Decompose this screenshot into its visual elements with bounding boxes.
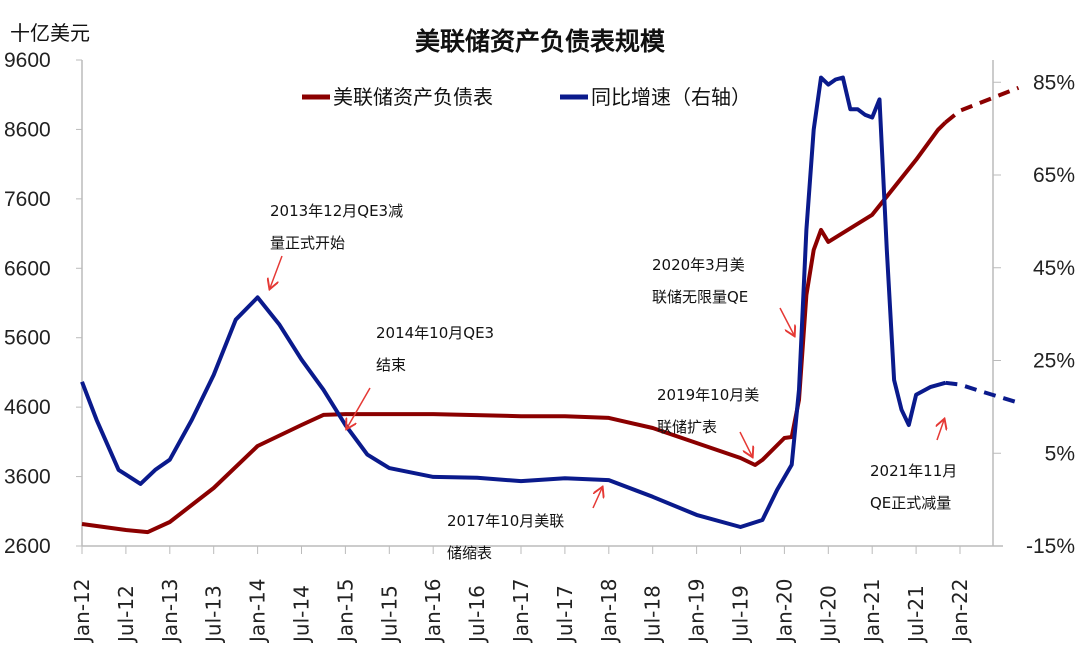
right-tick-label: -15% xyxy=(1026,535,1075,558)
x-tick-label: Jul-13 xyxy=(202,585,226,644)
x-tick-label: Jul-12 xyxy=(114,585,138,644)
annotation-text: 结束 xyxy=(376,356,406,374)
x-tick-label: Jan-20 xyxy=(772,579,796,645)
x-tick-label: Jul-21 xyxy=(904,585,928,644)
annotation-arrow xyxy=(937,420,944,441)
annotation-text: QE正式减量 xyxy=(870,494,951,512)
right-tick-label: 65% xyxy=(1033,164,1075,187)
x-tick-label: Jan-15 xyxy=(333,579,357,645)
right-tick-label: 85% xyxy=(1033,71,1075,94)
annotation-arrow xyxy=(347,387,371,428)
x-tick-label: Jul-15 xyxy=(377,585,401,644)
legend: 美联储资产负债表 同比增速（右轴） xyxy=(302,85,751,109)
legend-label-balance: 美联储资产负债表 xyxy=(333,85,493,109)
x-tick-label: Jan-17 xyxy=(509,579,533,645)
right-tick-label: 45% xyxy=(1033,257,1075,280)
annotation-arrow xyxy=(739,431,752,456)
x-tick-label: Jul-20 xyxy=(816,585,840,644)
annotation-text: 量正式开始 xyxy=(270,234,345,252)
annotation-text: 储缩表 xyxy=(447,544,492,562)
annotation-text: 2020年3月美 xyxy=(652,256,745,274)
annotation-arrow xyxy=(270,255,283,288)
right-tick-label: 25% xyxy=(1033,350,1075,373)
left-axis-unit: 十亿美元 xyxy=(10,21,90,45)
x-tick-label: Jan-16 xyxy=(421,579,445,645)
annotation-text: 2013年12月QE3减 xyxy=(270,202,403,220)
annotation-text: 2014年10月QE3 xyxy=(376,324,494,342)
x-tick-label: Jan-14 xyxy=(246,579,270,645)
series-line-projected-0 xyxy=(944,85,1020,125)
annotation-text: 联储无限量QE xyxy=(652,288,748,306)
x-tick-label: Jul-19 xyxy=(729,585,753,644)
x-tick-label: Jul-18 xyxy=(641,585,665,644)
annotation-arrow xyxy=(592,488,602,509)
x-tick-label: Jul-14 xyxy=(290,585,314,644)
left-tick-label: 5600 xyxy=(4,327,51,350)
annotation-text: 2017年10月美联 xyxy=(447,512,564,530)
x-tick-label: Jan-12 xyxy=(70,579,94,645)
left-tick-label: 7600 xyxy=(4,188,51,211)
annotation-text: 2019年10月美 xyxy=(657,386,759,404)
x-tick-label: Jul-16 xyxy=(465,585,489,644)
annotation-text: 2021年11月 xyxy=(870,462,957,480)
x-tick-label: Jan-13 xyxy=(158,579,182,645)
chart-title: 美联储资产负债表规模 xyxy=(415,27,666,56)
legend-label-growth: 同比增速（右轴） xyxy=(591,85,751,109)
x-tick-label: Jul-17 xyxy=(553,585,577,644)
left-tick-label: 9600 xyxy=(4,49,51,72)
series-line-projected-1 xyxy=(945,380,1020,405)
series-line-0 xyxy=(81,121,947,535)
x-tick-label: Jan-21 xyxy=(860,579,884,645)
left-tick-label: 8600 xyxy=(4,118,51,141)
x-tick-label: Jan-18 xyxy=(597,579,621,645)
x-tick-label: Jan-22 xyxy=(948,579,972,645)
annotation-arrow xyxy=(779,307,794,335)
series-line-1 xyxy=(80,75,946,529)
left-tick-label: 2600 xyxy=(4,535,51,558)
right-tick-label: 5% xyxy=(1045,442,1075,465)
left-tick-label: 3600 xyxy=(4,466,51,489)
x-tick-label: Jan-19 xyxy=(685,579,709,645)
annotation-text: 联储扩表 xyxy=(657,418,717,436)
left-tick-label: 4600 xyxy=(4,396,51,419)
left-tick-label: 6600 xyxy=(4,257,51,280)
